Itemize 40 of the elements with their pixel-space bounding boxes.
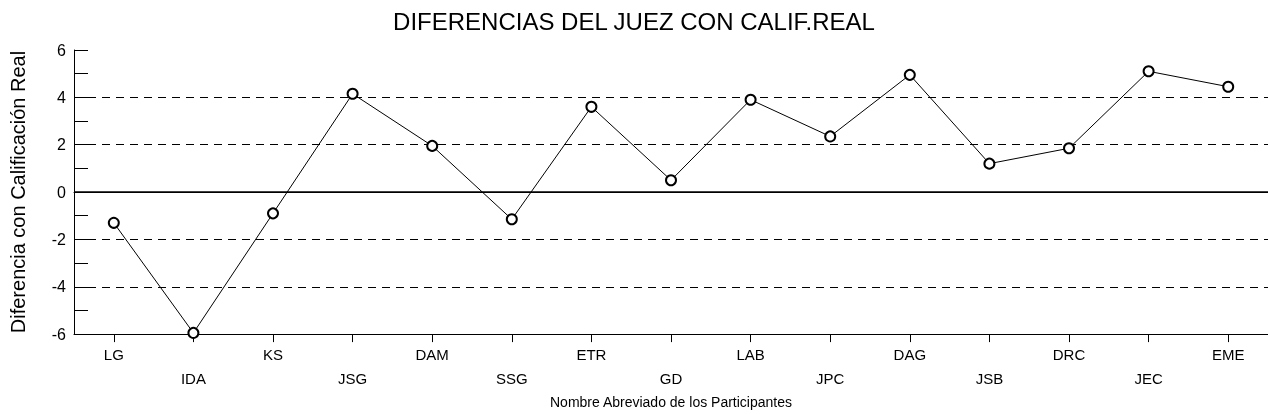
y-axis-title: Diferencia con Calificación Real [7, 50, 29, 334]
point [1222, 80, 1235, 93]
y-tick-label: -6 [51, 325, 67, 343]
y-tick-label: -4 [51, 278, 67, 296]
x-tick-label: JEC [1134, 369, 1163, 387]
x-tick-label: JSB [975, 369, 1004, 387]
x-tick-label: LAB [736, 345, 765, 363]
x-tick-label: JPC [816, 369, 845, 387]
x-tick-label: GD [659, 369, 683, 387]
y-tick-label: -2 [51, 230, 67, 248]
point [267, 207, 279, 220]
x-tick-label: KS [262, 345, 284, 363]
point [983, 157, 996, 170]
y-tick-label: 4 [57, 88, 67, 106]
point [744, 93, 757, 106]
point [187, 326, 200, 339]
point [585, 100, 598, 113]
point [1063, 142, 1075, 155]
x-tick-label: EME [1211, 345, 1245, 363]
x-tick-label: SSG [495, 369, 528, 387]
point [107, 216, 120, 229]
x-tick-label: JSG [338, 369, 368, 387]
point [903, 68, 916, 81]
x-tick-label: ETR [576, 345, 607, 363]
y-tick-label: 2 [57, 136, 67, 154]
point [346, 87, 359, 100]
point [824, 130, 837, 143]
x-axis-title: Nombre Abreviado de los Participantes [549, 394, 793, 410]
x-tick-label: DAM [415, 345, 449, 363]
x-tick-label: LG [103, 345, 124, 363]
point [426, 139, 439, 152]
point [505, 213, 518, 226]
point [665, 174, 677, 187]
y-tick-label: 6 [57, 41, 67, 59]
x-tick-label: DAG [893, 345, 927, 363]
y-tick-label: 0 [57, 183, 67, 201]
chart-title: DIFERENCIAS DEL JUEZ CON CALIF.REAL [393, 7, 875, 35]
x-tick-label: DRC [1052, 345, 1086, 363]
x-tick-label: IDA [180, 369, 206, 387]
point [1142, 65, 1155, 78]
